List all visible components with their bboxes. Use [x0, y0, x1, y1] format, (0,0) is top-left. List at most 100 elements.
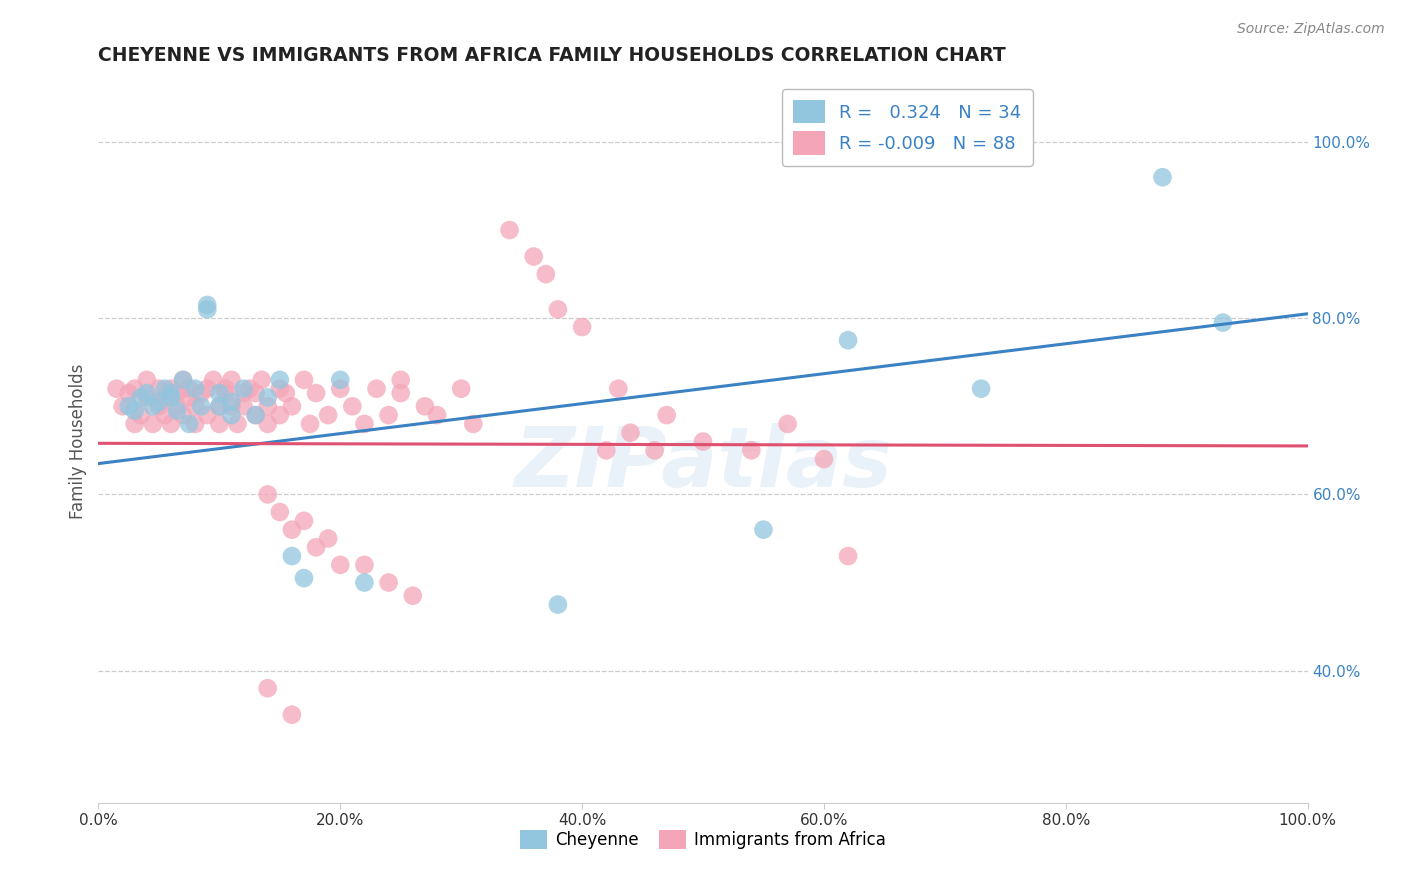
Point — [269, 373, 291, 387]
Point — [498, 223, 520, 237]
Point — [195, 302, 218, 317]
Point — [256, 391, 278, 405]
Point — [160, 391, 183, 405]
Point — [837, 333, 859, 347]
Point — [153, 408, 176, 422]
Point — [752, 523, 775, 537]
Point — [148, 395, 170, 409]
Point — [256, 399, 278, 413]
Point — [232, 386, 254, 401]
Point — [221, 408, 243, 422]
Point — [970, 382, 993, 396]
Point — [166, 386, 188, 401]
Point — [172, 373, 194, 387]
Point — [269, 505, 291, 519]
Point — [299, 417, 322, 431]
Point — [329, 373, 352, 387]
Point — [402, 589, 425, 603]
Point — [377, 575, 399, 590]
Point — [547, 598, 569, 612]
Point — [221, 399, 243, 413]
Point — [450, 382, 472, 396]
Point — [153, 382, 176, 396]
Point — [166, 399, 188, 413]
Point — [607, 382, 630, 396]
Point — [124, 417, 146, 431]
Point — [118, 399, 141, 413]
Point — [135, 373, 157, 387]
Point — [329, 382, 352, 396]
Point — [135, 391, 157, 405]
Point — [274, 386, 297, 401]
Point — [179, 382, 201, 396]
Point — [184, 417, 207, 431]
Point — [1212, 316, 1234, 330]
Point — [142, 417, 165, 431]
Point — [281, 399, 304, 413]
Point — [426, 408, 449, 422]
Point — [655, 408, 678, 422]
Point — [245, 386, 267, 401]
Point — [166, 403, 188, 417]
Point — [148, 399, 170, 413]
Text: Source: ZipAtlas.com: Source: ZipAtlas.com — [1237, 22, 1385, 37]
Point — [256, 417, 278, 431]
Point — [195, 408, 218, 422]
Point — [153, 391, 176, 405]
Point — [245, 408, 267, 422]
Point — [269, 408, 291, 422]
Point — [214, 386, 236, 401]
Point — [221, 373, 243, 387]
Point — [692, 434, 714, 449]
Point — [105, 382, 128, 396]
Point — [305, 386, 328, 401]
Point — [813, 452, 835, 467]
Point — [172, 408, 194, 422]
Point — [256, 487, 278, 501]
Point — [389, 386, 412, 401]
Point — [292, 373, 315, 387]
Legend: Cheyenne, Immigrants from Africa: Cheyenne, Immigrants from Africa — [513, 823, 893, 856]
Point — [256, 681, 278, 696]
Point — [413, 399, 436, 413]
Point — [179, 391, 201, 405]
Point — [195, 298, 218, 312]
Point — [226, 417, 249, 431]
Point — [190, 386, 212, 401]
Point — [179, 417, 201, 431]
Point — [342, 399, 364, 413]
Point — [190, 399, 212, 413]
Point — [534, 267, 557, 281]
Point — [353, 575, 375, 590]
Point — [353, 558, 375, 572]
Point — [160, 386, 183, 401]
Point — [160, 417, 183, 431]
Point — [208, 399, 231, 413]
Point — [305, 541, 328, 555]
Point — [184, 382, 207, 396]
Point — [148, 382, 170, 396]
Point — [377, 408, 399, 422]
Point — [184, 399, 207, 413]
Point — [269, 382, 291, 396]
Point — [644, 443, 666, 458]
Point — [142, 399, 165, 413]
Point — [353, 417, 375, 431]
Point — [329, 558, 352, 572]
Point — [292, 514, 315, 528]
Point — [619, 425, 641, 440]
Point — [111, 399, 134, 413]
Point — [129, 408, 152, 422]
Point — [292, 571, 315, 585]
Point — [316, 532, 339, 546]
Point — [221, 395, 243, 409]
Point — [208, 399, 231, 413]
Point — [124, 403, 146, 417]
Point — [281, 707, 304, 722]
Point — [281, 523, 304, 537]
Point — [523, 250, 546, 264]
Text: CHEYENNE VS IMMIGRANTS FROM AFRICA FAMILY HOUSEHOLDS CORRELATION CHART: CHEYENNE VS IMMIGRANTS FROM AFRICA FAMIL… — [98, 45, 1007, 65]
Point — [160, 382, 183, 396]
Point — [118, 386, 141, 401]
Point — [239, 382, 262, 396]
